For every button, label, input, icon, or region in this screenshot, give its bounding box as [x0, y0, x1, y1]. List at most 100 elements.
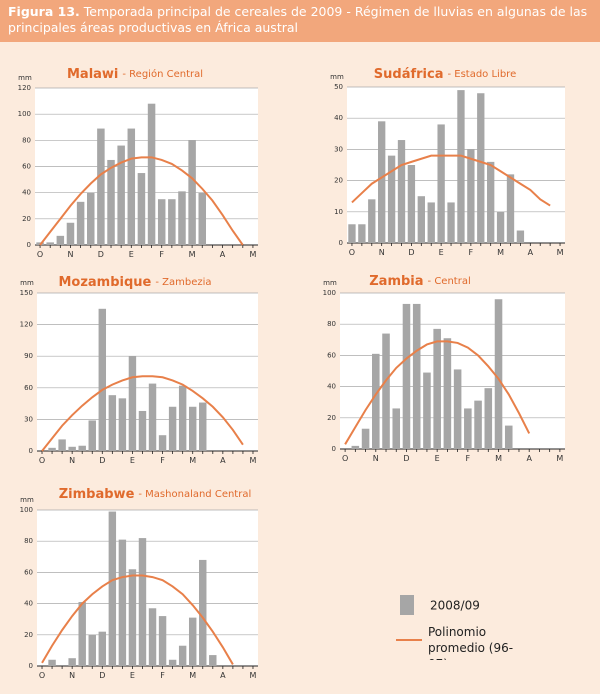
bar: [68, 446, 76, 451]
x-tick-label: O: [37, 250, 43, 259]
y-axis-label: mm: [18, 74, 32, 82]
y-tick-label: 0: [27, 241, 31, 249]
bar: [348, 224, 356, 243]
y-tick-label: 60: [22, 163, 31, 171]
polynomial-line: [344, 340, 531, 445]
bar: [128, 569, 137, 666]
x-tick-label: D: [99, 456, 105, 465]
bar: [108, 511, 117, 666]
bar: [506, 174, 515, 243]
x-tick-label: E: [130, 671, 135, 680]
y-tick-label: 80: [327, 320, 336, 328]
plot-area: [37, 510, 258, 666]
bar: [107, 159, 115, 245]
bar: [437, 124, 445, 243]
x-tick-label: E: [129, 250, 134, 259]
y-axis-label: mm: [330, 73, 344, 81]
chart-title: Zimbabwe - Mashonaland Central: [59, 487, 252, 502]
figure-label: Figura 13.: [8, 4, 80, 19]
bar: [477, 93, 485, 244]
legend-label-box: Polinomio promedio (96-07): [428, 625, 513, 660]
bar: [158, 435, 167, 451]
bar: [423, 372, 431, 449]
bar: [86, 192, 95, 245]
x-tick-label: M: [497, 248, 504, 257]
x-tick-label: O: [39, 456, 45, 465]
bar: [372, 353, 380, 449]
bar: [168, 199, 176, 245]
subtitle: - Región Central: [122, 68, 203, 80]
bar: [118, 539, 127, 666]
bar: [138, 410, 147, 451]
x-tick-label: O: [39, 671, 45, 680]
bar: [58, 439, 66, 451]
y-tick-label: 30: [334, 145, 343, 153]
chart-title: Mozambique - Zambezia: [58, 275, 211, 290]
y-tick-label: 0: [332, 445, 336, 453]
y-tick-label: 60: [24, 384, 33, 392]
bar: [368, 199, 376, 243]
bar: [198, 192, 207, 245]
bar: [178, 385, 187, 451]
x-tick-label: D: [98, 250, 104, 259]
x-tick-label: M: [189, 456, 196, 465]
figure-title: Temporada principal de cereales de 2009 …: [8, 4, 588, 35]
bar: [148, 383, 157, 451]
y-axis-label: mm: [20, 279, 34, 287]
bar: [128, 356, 137, 451]
chart-title: Sudáfrica - Estado Libre: [374, 67, 516, 82]
title: Mozambique: [58, 275, 151, 290]
chart-title: Malawi - Región Central: [67, 67, 203, 82]
bar: [361, 428, 370, 449]
y-tick-label: 20: [327, 414, 336, 422]
bar: [127, 128, 136, 245]
polynomial-line: [351, 154, 551, 207]
bar: [412, 303, 421, 449]
bar: [66, 222, 75, 245]
bar: [168, 659, 177, 666]
y-tick-label: 30: [24, 415, 33, 423]
bar: [494, 299, 503, 449]
x-tick-label: A: [526, 454, 532, 463]
y-tick-label: 20: [334, 177, 343, 185]
y-tick-label: 120: [18, 84, 31, 92]
x-tick-label: F: [160, 456, 165, 465]
y-tick-label: 100: [323, 289, 336, 297]
title: Zambia: [369, 274, 423, 289]
bar: [453, 369, 462, 449]
bar: [433, 328, 441, 449]
polynomial-line: [41, 375, 244, 452]
bar: [137, 173, 146, 245]
bar: [56, 235, 65, 245]
bar: [351, 445, 360, 449]
bar: [158, 616, 167, 666]
bar: [387, 155, 396, 243]
x-tick-label: M: [250, 456, 257, 465]
x-tick-label: F: [466, 454, 471, 463]
x-tick-label: M: [557, 248, 564, 257]
bar: [199, 559, 207, 666]
legend-label: 2008/09: [430, 599, 480, 613]
bar: [209, 655, 217, 666]
x-tick-label: F: [159, 250, 164, 259]
x-tick-label: M: [189, 250, 196, 259]
y-tick-label: 100: [18, 110, 31, 118]
bar: [402, 303, 411, 449]
title: Zimbabwe: [59, 487, 135, 502]
bar: [188, 140, 196, 245]
y-tick-label: 20: [22, 215, 31, 223]
x-tick-label: D: [408, 248, 414, 257]
x-tick-label: A: [220, 250, 226, 259]
bar: [407, 165, 416, 243]
x-tick-label: N: [373, 454, 379, 463]
bar: [487, 161, 495, 243]
x-tick-label: N: [379, 248, 385, 257]
bar: [467, 149, 475, 243]
x-tick-label: O: [342, 454, 348, 463]
y-tick-label: 10: [334, 208, 343, 216]
bar: [443, 338, 452, 449]
polynomial-line: [39, 156, 244, 246]
x-tick-label: N: [69, 456, 75, 465]
x-tick-label: M: [250, 671, 257, 680]
